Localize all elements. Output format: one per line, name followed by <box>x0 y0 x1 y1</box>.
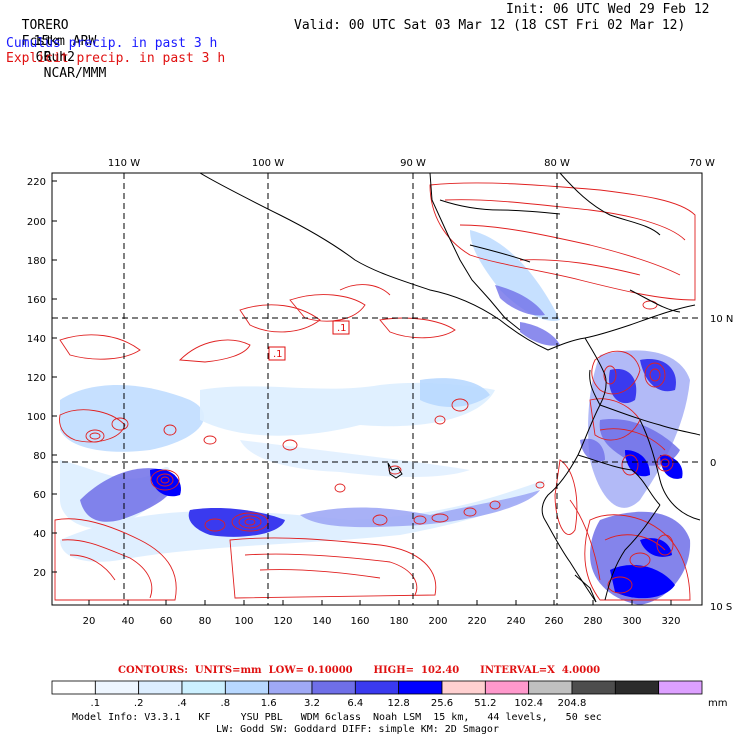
precip-field <box>54 173 701 605</box>
box-label-2: .1 <box>273 349 283 360</box>
colorbar-swatch <box>484 680 530 695</box>
y-tick-label: 80 <box>33 451 46 462</box>
y-tick-label: 100 <box>27 412 46 423</box>
x-tick-label: 20 <box>83 616 96 627</box>
colorbar-label: 12.8 <box>388 698 410 709</box>
x-tick-label: 220 <box>467 616 486 627</box>
fcst-value: 66 h <box>35 50 67 65</box>
model-run: Run2 <box>43 50 75 65</box>
forecast-hour: Fcst: 66 h <box>6 18 67 66</box>
colorbar-label: 102.4 <box>514 698 543 709</box>
colorbar-swatch <box>181 680 226 695</box>
model-name: TORERO <box>21 18 69 33</box>
lon-label-90w: 90 W <box>400 158 426 169</box>
y-tick-label: 160 <box>27 295 46 306</box>
colorbar-label: 25.6 <box>431 698 453 709</box>
colorbar-swatch <box>268 680 313 695</box>
model-org: NCAR/MMM <box>43 66 107 81</box>
colorbar-swatch <box>658 680 703 695</box>
x-tick-label: 120 <box>273 616 292 627</box>
bottom-x-ticks <box>88 600 672 605</box>
map-frame <box>51 172 703 606</box>
legend-explicit: Explicit precip. in past 3 h <box>6 51 226 66</box>
colorbar-swatch <box>224 680 270 695</box>
colorbar-label: 3.2 <box>304 698 320 709</box>
colorbar-label: .8 <box>221 698 231 709</box>
colorbar-swatch <box>94 680 140 695</box>
x-tick-label: 240 <box>506 616 525 627</box>
valid-time: Valid: 00 UTC Sat 03 Mar 12 (18 CST Fri … <box>294 18 686 33</box>
colorbar-label: .2 <box>134 698 144 709</box>
x-tick-label: 300 <box>622 616 641 627</box>
colorbar-swatch <box>138 680 183 695</box>
box-label-1: .1 <box>337 323 347 334</box>
colorbar-label: .4 <box>177 698 187 709</box>
y-tick-label: 120 <box>27 373 46 384</box>
header-model: TORERO 15km ARW Run2 NCAR/MMM <box>6 2 107 82</box>
colorbar <box>51 680 703 695</box>
y-tick-label: 180 <box>27 256 46 267</box>
colorbar-swatch <box>441 680 486 695</box>
x-tick-label: 40 <box>122 616 135 627</box>
x-tick-label: 280 <box>583 616 602 627</box>
y-tick-label: 140 <box>27 334 46 345</box>
x-tick-label: 80 <box>199 616 212 627</box>
x-tick-label: 100 <box>234 616 253 627</box>
colorbar-swatch <box>354 680 400 695</box>
graticule <box>52 173 702 605</box>
colorbar-label: 6.4 <box>347 698 363 709</box>
model-resolution: 15km ARW <box>33 34 97 49</box>
x-tick-label: 260 <box>544 616 563 627</box>
y-tick-label: 40 <box>33 529 46 540</box>
left-y-tick-labels: 220 200 180 160 140 120 100 80 60 40 20 <box>27 177 46 579</box>
colorbar-swatch <box>311 680 356 695</box>
colorbar-swatch <box>51 680 96 695</box>
y-tick-label: 20 <box>33 568 46 579</box>
footer-model-info: Model Info: V3.3.1 KF YSU PBL WDM 6class… <box>72 712 602 723</box>
x-tick-label: 60 <box>160 616 173 627</box>
lon-label-70w: 70 W <box>689 158 715 169</box>
lon-label-110w: 110 W <box>108 158 140 169</box>
lat-label-10n: 10 N <box>710 314 733 325</box>
legend-cumulus: Cumulus precip. in past 3 h <box>6 36 218 51</box>
colorbar-swatch <box>528 680 573 695</box>
top-longitude-labels: 110 W 100 W 90 W 80 W 70 W <box>108 158 715 169</box>
x-tick-label: 200 <box>428 616 447 627</box>
bottom-x-tick-labels: 20 40 60 80 100 120 140 160 180 200 220 … <box>83 616 681 627</box>
x-tick-label: 140 <box>312 616 331 627</box>
colorbar-swatch <box>571 680 616 695</box>
fcst-label: Fcst: <box>21 34 61 49</box>
footer-physics-info: LW: Godd SW: Goddard DIFF: simple KM: 2D… <box>216 724 499 735</box>
colorbar-swatch <box>398 680 443 695</box>
y-tick-label: 60 <box>33 490 46 501</box>
lon-label-80w: 80 W <box>544 158 570 169</box>
colorbar-label: .1 <box>91 698 101 709</box>
contour-label-boxes: .1 .1 <box>268 320 350 361</box>
x-tick-label: 320 <box>661 616 680 627</box>
right-latitude-labels: 10 N 0 10 S <box>710 314 733 613</box>
colorbar-swatch <box>614 680 660 695</box>
lat-label-0: 0 <box>710 458 716 469</box>
colorbar-units: mm <box>708 698 727 709</box>
colorbar-label: 204.8 <box>558 698 587 709</box>
lat-label-10s: 10 S <box>710 602 732 613</box>
colorbar-labels: .1 .2 .4 .8 1.6 3.2 6.4 12.8 25.6 51.2 102.4 204.8 <box>91 698 587 709</box>
explicit-precip <box>54 182 696 601</box>
y-tick-label: 220 <box>27 177 46 188</box>
lon-label-100w: 100 W <box>252 158 284 169</box>
colorbar-label: 1.6 <box>261 698 277 709</box>
y-tick-label: 200 <box>27 217 46 228</box>
cumulus-precip <box>60 230 691 605</box>
coastlines <box>199 173 701 603</box>
contours-info: CONTOURS: UNITS=mm LOW= 0.10000 HIGH= 10… <box>118 665 601 676</box>
colorbar-label: 51.2 <box>474 698 496 709</box>
x-tick-label: 180 <box>389 616 408 627</box>
init-time: Init: 06 UTC Wed 29 Feb 12 <box>506 2 710 17</box>
left-y-ticks <box>52 180 57 573</box>
x-tick-label: 160 <box>350 616 369 627</box>
